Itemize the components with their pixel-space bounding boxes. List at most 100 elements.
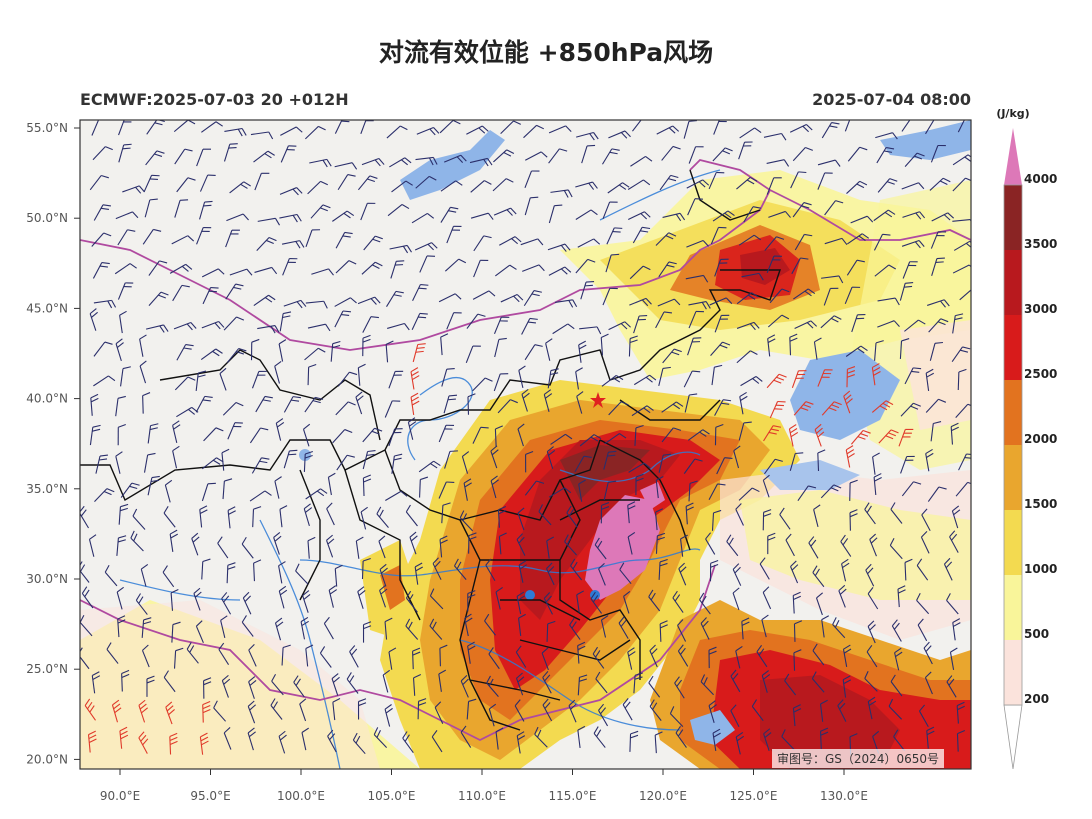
wind-barb [867, 620, 876, 644]
wind-barb [309, 158, 332, 168]
wind-barb [405, 618, 419, 640]
wind-barb [226, 562, 236, 584]
wind-barb [548, 148, 568, 164]
wind-barb [141, 644, 150, 668]
wind-barb [955, 403, 971, 418]
wind-barb [362, 621, 372, 643]
wind-barb [763, 425, 782, 442]
wind-barb [662, 348, 682, 364]
wind-barb [598, 703, 609, 727]
wind-barb [515, 672, 525, 696]
wind-barb [247, 700, 257, 724]
wind-barb [472, 377, 493, 392]
wind-barb [225, 283, 244, 300]
wind-barb [334, 297, 357, 307]
wind-barb [332, 429, 353, 444]
wind-barb [251, 457, 270, 474]
wind-barb [466, 125, 489, 135]
wind-barb [601, 374, 624, 387]
wind-barb [873, 233, 891, 251]
wind-barb [627, 179, 651, 190]
model-run-label: ECMWF:2025-07-03 20 +012H [80, 90, 349, 109]
wind-barb [415, 175, 437, 189]
wind-barb [470, 212, 494, 220]
wind-barb [222, 478, 233, 500]
wind-barb [241, 536, 254, 559]
wind-barb [279, 505, 288, 528]
wind-barb [864, 671, 878, 692]
wind-barb [176, 343, 194, 361]
wind-barb [709, 560, 719, 582]
wind-barb [255, 395, 273, 413]
wind-barb [952, 313, 964, 334]
wind-barb [864, 502, 876, 525]
wind-barb [607, 182, 630, 194]
colorbar-segment [1004, 315, 1022, 380]
wind-barb [148, 260, 168, 276]
wind-barb [464, 613, 473, 637]
wind-barb [174, 148, 193, 165]
wind-barb [84, 698, 96, 721]
wind-barb [687, 198, 704, 216]
wind-barb [330, 340, 341, 362]
wind-barb [409, 531, 418, 555]
wind-barb [633, 672, 643, 694]
wind-barb [793, 288, 816, 300]
wind-barb [654, 731, 663, 754]
wind-barb [116, 586, 124, 610]
wind-barb [385, 490, 408, 501]
wind-barb [410, 367, 420, 390]
wind-barb [951, 505, 961, 529]
wind-barb [92, 261, 110, 279]
wind-barb [871, 400, 894, 413]
wind-barb [115, 211, 139, 220]
wind-barb [248, 643, 257, 667]
wind-barb [199, 200, 213, 220]
wind-barb [81, 586, 94, 609]
wind-barb [545, 338, 553, 361]
wind-barb [958, 453, 971, 471]
colorbar-label: 3000 [1024, 302, 1057, 316]
wind-barb [355, 391, 364, 415]
colorbar-segment [1004, 128, 1022, 185]
colorbar-segment [1004, 185, 1022, 250]
wind-barb [570, 558, 583, 581]
wind-barb [759, 557, 770, 580]
wind-barb [711, 364, 723, 386]
wind-barb [139, 360, 147, 384]
wind-barb [360, 506, 368, 530]
wind-barb [900, 402, 921, 417]
wind-barb [247, 727, 256, 751]
wind-barb [841, 558, 850, 582]
colorbar-label: 3500 [1024, 237, 1057, 251]
wind-barb [116, 535, 127, 556]
wind-barb [603, 480, 617, 500]
wind-barb [242, 591, 252, 615]
wind-barb [200, 348, 223, 361]
wind-barb [575, 258, 596, 274]
wind-barb [669, 706, 684, 727]
wind-barb [792, 591, 801, 614]
wind-barb [926, 726, 935, 749]
wind-barb [876, 146, 895, 164]
wind-barb [547, 243, 571, 252]
wind-barb [873, 209, 896, 222]
wind-barb [203, 677, 212, 699]
wind-barb [251, 370, 267, 389]
wind-barb [248, 676, 257, 699]
wind-barb [387, 204, 410, 217]
wind-barb [119, 310, 127, 334]
wind-barb [130, 530, 144, 552]
wind-barb [794, 233, 813, 251]
wind-barb [485, 558, 496, 582]
wind-barb [844, 120, 851, 132]
wind-barb [326, 534, 335, 558]
wind-barb [577, 641, 586, 664]
wind-barb [274, 361, 282, 384]
wind-barb [714, 399, 732, 416]
wind-barb [201, 320, 225, 330]
wind-barb [817, 449, 826, 472]
wind-barb [767, 334, 776, 357]
wind-barb [733, 445, 741, 469]
wind-barb [781, 729, 795, 751]
